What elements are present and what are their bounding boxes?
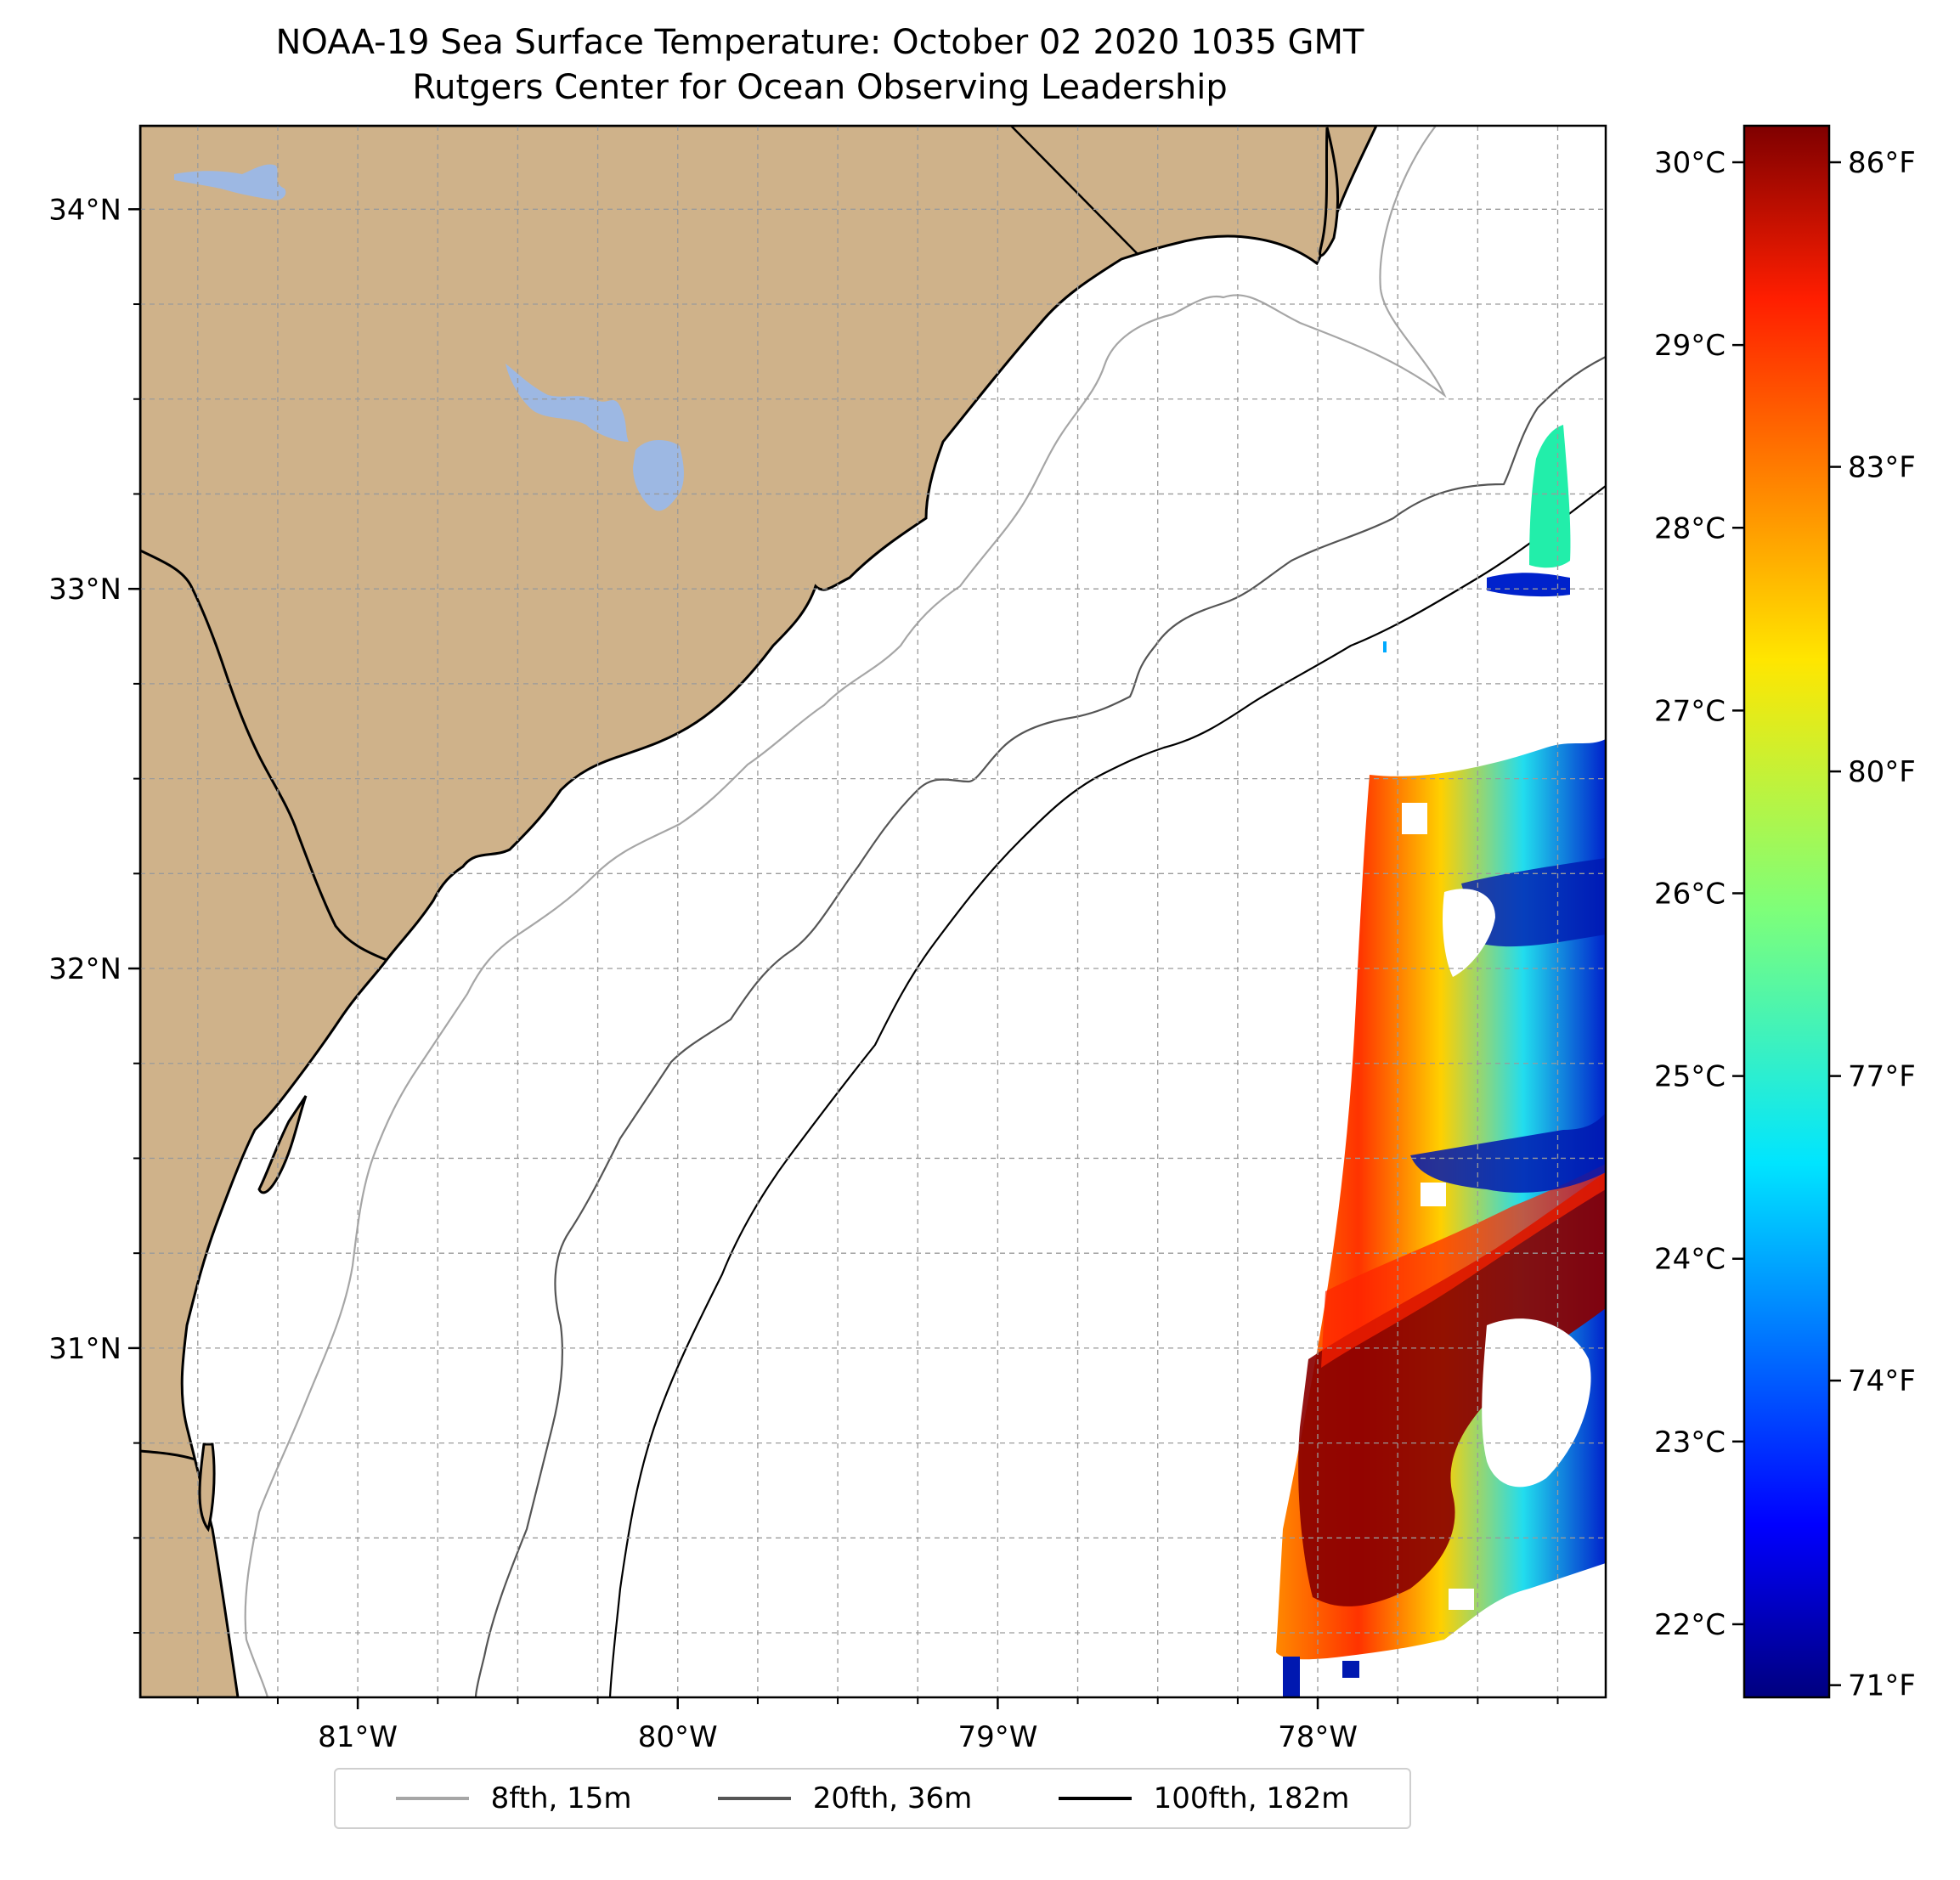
lat-tick-label: 32°N <box>48 952 121 986</box>
barrier-islands <box>198 127 1340 1533</box>
colorbar <box>1743 124 1831 1699</box>
celsius-tick-label: 23°C <box>1654 1426 1726 1459</box>
lake-moultrie <box>633 440 684 511</box>
celsius-tick-label: 25°C <box>1654 1060 1726 1094</box>
fahrenheit-tick-label: 77°F <box>1848 1060 1916 1094</box>
map-frame <box>138 124 1607 1699</box>
lon-tick-label: 80°W <box>638 1720 718 1754</box>
state-border-ga-fl <box>140 1449 196 1461</box>
sst-swath <box>1276 739 1606 1697</box>
celsius-tick-label: 30°C <box>1654 146 1726 180</box>
lon-tick-label: 81°W <box>318 1720 398 1754</box>
fahrenheit-tick-label: 86°F <box>1848 146 1916 180</box>
lon-tick-label: 79°W <box>957 1720 1037 1754</box>
fahrenheit-tick-label: 71°F <box>1848 1669 1916 1703</box>
legend-label-8fth: 8fth, 15m <box>490 1781 632 1815</box>
celsius-tick-label: 22°C <box>1654 1608 1726 1642</box>
isobath-20fth <box>474 356 1606 1697</box>
lat-tick-label: 34°N <box>48 193 121 227</box>
lake-north <box>174 164 286 200</box>
isobath-8fth <box>244 126 1447 1697</box>
lat-tick-label: 31°N <box>48 1332 121 1366</box>
colorbar-celsius-ticks: 22°C 23°C 24°C 25°C 26°C 27°C 28°C 29°C 30°C <box>1654 146 1744 1642</box>
state-border <box>1010 126 1139 256</box>
legend-label-20fth: 20fth, 36m <box>812 1781 973 1815</box>
legend-item-8fth: 8fth, 15m <box>395 1781 632 1815</box>
longitude-ticks: 81°W 80°W 79°W 78°W <box>196 1697 1559 1754</box>
legend-swatch-8fth <box>395 1797 469 1800</box>
fahrenheit-tick-label: 74°F <box>1848 1364 1916 1398</box>
land-area <box>140 126 1378 1697</box>
legend-swatch-100fth <box>1058 1797 1132 1800</box>
celsius-tick-label: 28°C <box>1654 511 1726 545</box>
celsius-tick-label: 29°C <box>1654 329 1726 363</box>
sst-patch-north <box>1383 425 1571 652</box>
fahrenheit-tick-label: 80°F <box>1848 755 1916 789</box>
fahrenheit-tick-label: 83°F <box>1848 451 1916 485</box>
celsius-tick-label: 24°C <box>1654 1243 1726 1277</box>
graticule <box>140 126 1606 1697</box>
isobath-legend: 8fth, 15m 20fth, 36m 100fth, 182m <box>334 1768 1411 1829</box>
legend-label-100fth: 100fth, 182m <box>1153 1781 1350 1815</box>
state-border-ga-sc <box>140 549 387 962</box>
lon-tick-label: 78°W <box>1278 1720 1358 1754</box>
isobath-100fth <box>608 485 1606 1697</box>
legend-item-20fth: 20fth, 36m <box>717 1781 973 1815</box>
celsius-tick-label: 27°C <box>1654 694 1726 728</box>
celsius-tick-label: 26°C <box>1654 877 1726 911</box>
latitude-ticks: 31°N 32°N 33°N 34°N <box>48 193 140 1634</box>
legend-swatch-20fth <box>717 1797 791 1800</box>
map-title: NOAA-19 Sea Surface Temperature: October… <box>275 23 1364 62</box>
lat-tick-label: 33°N <box>48 573 121 607</box>
legend-item-100fth: 100fth, 182m <box>1058 1781 1350 1815</box>
map-subtitle: Rutgers Center for Ocean Observing Leade… <box>412 68 1228 107</box>
colorbar-fahrenheit-ticks: 71°F 74°F 77°F 80°F 83°F 86°F <box>1829 146 1916 1703</box>
lake-marion <box>506 364 629 442</box>
